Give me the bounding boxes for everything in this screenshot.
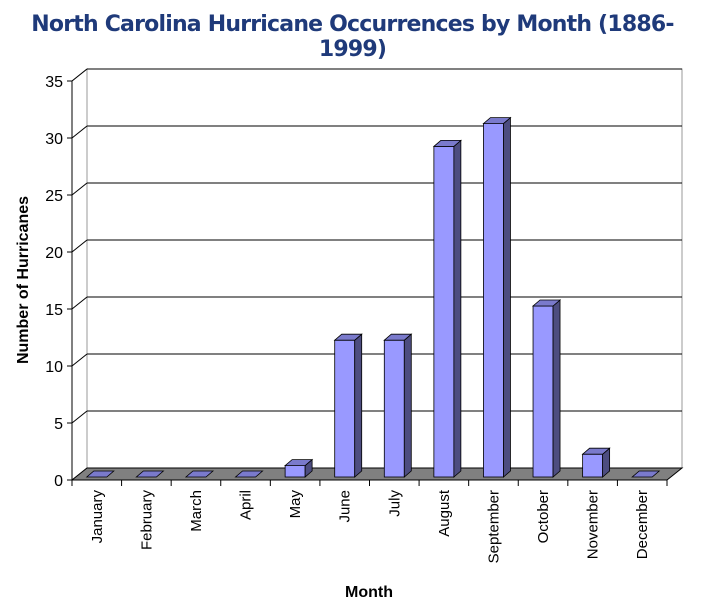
- bar-top: [184, 470, 215, 478]
- bar-july: [383, 339, 405, 478]
- x-tick-label: September: [485, 490, 502, 563]
- bar-november: [582, 453, 604, 478]
- x-tick-label: February: [138, 490, 155, 551]
- y-tick-label: 15: [45, 302, 63, 319]
- gridline-side: [71, 239, 88, 253]
- bar-top: [432, 139, 462, 147]
- bar-top: [482, 117, 512, 124]
- x-tick-label: March: [188, 490, 205, 532]
- bar-may: [284, 465, 306, 478]
- y-tick-label: 0: [54, 473, 63, 490]
- gridline-side: [71, 296, 88, 310]
- bar-side: [552, 299, 561, 478]
- x-tick-label: July: [386, 490, 403, 517]
- side-wall: [71, 67, 88, 482]
- bar-side: [453, 139, 462, 478]
- y-tick-label: 25: [45, 188, 63, 205]
- x-tick-label: May: [287, 490, 304, 519]
- x-axis-title: Month: [345, 584, 393, 601]
- bar-top: [135, 470, 165, 478]
- y-tick-label: 30: [45, 131, 63, 148]
- x-tick-label: April: [238, 490, 255, 520]
- y-tick-label: 20: [45, 245, 63, 262]
- bar-october: [532, 305, 554, 478]
- gridline-side: [71, 410, 88, 424]
- bar-top: [234, 470, 264, 478]
- y-tick-label: 5: [54, 416, 63, 433]
- gridline-side: [71, 68, 88, 82]
- bar-top: [531, 299, 562, 307]
- bar-top: [333, 333, 363, 341]
- bar-side: [354, 333, 363, 478]
- x-tick-label: October: [535, 490, 552, 543]
- x-tick-label: August: [436, 489, 453, 537]
- bar-top: [85, 470, 115, 478]
- x-tick-label: January: [89, 490, 106, 544]
- bar-side: [503, 116, 511, 478]
- bar-august: [433, 145, 455, 478]
- x-tick-label: December: [634, 490, 651, 559]
- bar-top: [383, 333, 413, 341]
- x-tick-label: June: [337, 490, 354, 523]
- bar-top: [581, 447, 611, 455]
- y-axis-title: Number of Hurricanes: [15, 196, 32, 364]
- gridline-side: [71, 353, 88, 367]
- gridline-side: [71, 125, 88, 139]
- y-tick-label: 35: [45, 74, 63, 91]
- x-tick-label: November: [585, 490, 602, 559]
- gridline-side: [71, 182, 88, 196]
- y-tick-label: 10: [45, 359, 63, 376]
- bar-top: [631, 470, 661, 478]
- bar-top: [284, 459, 314, 467]
- chart-title: North Carolina Hurricane Occurrences by …: [31, 12, 674, 62]
- bar-september: [483, 123, 504, 478]
- bar-june: [334, 339, 356, 478]
- bar-side: [403, 333, 412, 478]
